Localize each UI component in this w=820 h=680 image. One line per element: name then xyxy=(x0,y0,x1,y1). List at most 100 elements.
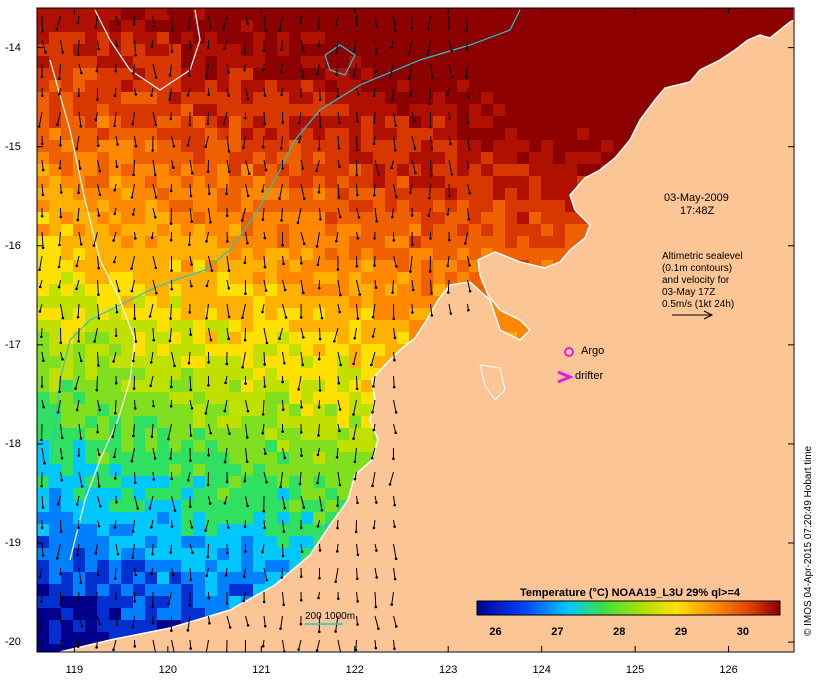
sst-pixel xyxy=(337,20,350,33)
sst-pixel xyxy=(229,32,242,45)
sst-pixel xyxy=(85,392,98,405)
velocity-arrow-head xyxy=(58,166,62,170)
sst-pixel xyxy=(385,32,398,45)
velocity-arrow-head xyxy=(428,196,431,200)
sst-pixel xyxy=(433,260,446,273)
sst-pixel xyxy=(121,560,134,573)
sst-pixel xyxy=(397,320,410,333)
velocity-arrow xyxy=(134,327,137,342)
velocity-arrow-head xyxy=(391,98,394,102)
sst-pixel xyxy=(313,248,326,261)
sst-pixel xyxy=(133,440,146,453)
sst-pixel xyxy=(241,152,254,165)
velocity-arrow-head xyxy=(79,125,83,128)
sst-pixel xyxy=(229,224,242,237)
sst-pixel xyxy=(145,224,158,237)
velocity-arrow xyxy=(282,279,286,291)
sst-pixel xyxy=(181,572,194,585)
velocity-arrow-head xyxy=(41,554,45,557)
sst-pixel xyxy=(397,8,410,21)
sst-pixel xyxy=(133,380,146,393)
sst-pixel xyxy=(481,152,494,165)
velocity-arrow-head xyxy=(407,53,411,56)
sst-pixel xyxy=(241,260,254,273)
sst-pixel xyxy=(325,320,338,333)
velocity-arrow xyxy=(356,615,358,625)
sst-pixel xyxy=(385,152,398,165)
sst-pixel xyxy=(121,80,134,93)
sst-pixel xyxy=(181,416,194,429)
sst-pixel xyxy=(133,488,146,501)
velocity-arrow xyxy=(97,303,100,319)
sst-pixel xyxy=(361,128,374,141)
sst-pixel xyxy=(793,128,794,141)
sst-pixel xyxy=(337,140,350,153)
sst-pixel xyxy=(517,68,530,81)
sst-pixel xyxy=(433,140,446,153)
velocity-arrow-head xyxy=(133,600,137,603)
sst-pixel xyxy=(457,68,470,81)
velocity-arrow-head xyxy=(282,603,285,607)
sst-pixel xyxy=(265,104,278,117)
velocity-arrow xyxy=(389,63,394,79)
velocity-arrow-head xyxy=(133,317,137,320)
sst-pixel xyxy=(133,212,146,225)
velocity-arrow xyxy=(428,207,431,216)
sst-pixel xyxy=(349,320,362,333)
sst-pixel xyxy=(193,380,206,393)
velocity-arrow-head xyxy=(281,167,284,170)
sst-pixel xyxy=(205,440,218,453)
sst-pixel xyxy=(157,248,170,261)
sst-pixel xyxy=(37,560,50,573)
sst-pixel xyxy=(241,380,254,393)
sst-pixel xyxy=(517,152,530,165)
sst-pixel xyxy=(49,164,62,177)
velocity-arrow xyxy=(467,135,470,150)
velocity-arrow-head xyxy=(76,315,80,319)
velocity-arrow xyxy=(263,327,268,343)
sst-pixel xyxy=(553,8,566,21)
sst-pixel xyxy=(385,284,398,297)
sst-pixel xyxy=(181,464,194,477)
sst-pixel xyxy=(157,32,170,45)
velocity-arrow-head xyxy=(278,337,281,340)
sst-pixel xyxy=(193,116,206,129)
sst-pixel xyxy=(73,236,86,249)
sst-pixel xyxy=(409,188,422,201)
sst-pixel xyxy=(253,140,266,153)
sst-pixel xyxy=(337,404,350,417)
velocity-arrow xyxy=(152,327,155,341)
velocity-arrow xyxy=(409,183,413,193)
velocity-arrow xyxy=(152,255,157,268)
sst-pixel xyxy=(541,44,554,57)
sst-pixel xyxy=(193,92,206,105)
sst-pixel xyxy=(373,188,386,201)
velocity-arrow-head xyxy=(262,68,265,72)
sst-pixel xyxy=(373,140,386,153)
sst-pixel xyxy=(61,368,74,381)
sst-pixel xyxy=(169,56,182,69)
sst-pixel xyxy=(481,224,494,237)
sst-pixel xyxy=(37,416,50,429)
velocity-arrow xyxy=(411,279,414,290)
velocity-arrow xyxy=(279,327,283,339)
sst-pixel xyxy=(625,80,638,93)
velocity-arrow-head xyxy=(244,550,247,553)
sst-pixel xyxy=(133,548,146,561)
sst-pixel xyxy=(169,248,182,261)
sst-pixel xyxy=(121,500,134,513)
sst-pixel xyxy=(205,20,218,33)
sst-pixel xyxy=(541,248,554,261)
sst-pixel xyxy=(253,92,266,105)
sst-pixel xyxy=(157,140,170,153)
velocity-arrow-head xyxy=(301,167,305,170)
sst-pixel xyxy=(277,80,290,93)
sst-pixel xyxy=(217,104,230,117)
sst-pixel xyxy=(673,44,686,57)
sst-pixel xyxy=(97,392,110,405)
velocity-arrow-head xyxy=(190,220,193,223)
sst-pixel xyxy=(37,320,50,333)
velocity-arrow-head xyxy=(96,430,99,434)
sst-pixel xyxy=(793,284,794,297)
sst-pixel xyxy=(49,152,62,165)
